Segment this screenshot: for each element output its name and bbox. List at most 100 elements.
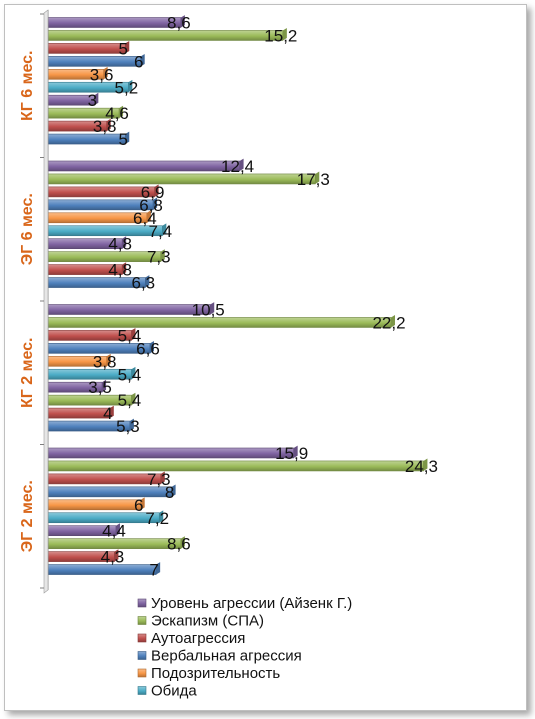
bar-cap — [106, 353, 111, 367]
data-label: 15,2 — [264, 26, 297, 45]
bar — [47, 460, 424, 472]
bar-cap — [140, 53, 145, 67]
legend-swatch — [137, 598, 147, 608]
bar — [47, 173, 316, 185]
legend-swatch — [137, 651, 147, 660]
bar-cap — [156, 562, 161, 575]
data-label: 5,2 — [115, 78, 139, 97]
data-label: 8,6 — [167, 535, 191, 554]
bar-cap — [103, 66, 108, 80]
group-labels-layer: КГ 6 мес. ЭГ 6 мес. КГ 2 мес. ЭГ 2 мес. — [19, 51, 36, 553]
bar — [47, 43, 126, 54]
legend-label: Уровень агрессии (Айзенк Г.) — [151, 595, 352, 612]
legend-swatch — [137, 616, 147, 625]
data-label: 8,6 — [167, 14, 191, 33]
bar-cap — [159, 510, 164, 523]
legend: Уровень агрессии (Айзенк Г.)Эскапизм (СП… — [137, 595, 352, 700]
data-label: 6,8 — [139, 196, 163, 215]
legend-label: Эскапизм (СПА) — [151, 613, 264, 630]
value-labels-layer: 8,615,2563,65,234,63,8512,417,36,96,86,4… — [88, 14, 438, 580]
bar — [47, 30, 284, 41]
data-label: 5,3 — [116, 417, 140, 436]
data-label: 7,2 — [145, 509, 169, 528]
data-label: 5,4 — [118, 365, 142, 384]
data-label: 5,4 — [118, 391, 142, 410]
bar-cap — [239, 158, 244, 171]
bar-cap — [180, 536, 185, 549]
data-label: 4 — [103, 404, 112, 423]
bar-cap — [149, 340, 154, 354]
legend-label: Аутоагрессия — [151, 630, 245, 647]
legend-label: Обида — [151, 683, 197, 700]
data-label: 22,2 — [372, 313, 405, 332]
axis-wall — [43, 9, 49, 594]
bar — [47, 160, 240, 172]
legend-label: Подозрительность — [151, 665, 280, 682]
data-label: 24,3 — [405, 457, 438, 476]
data-label: 6 — [134, 52, 143, 71]
legend-swatch — [137, 668, 147, 678]
bar-cap — [128, 79, 133, 93]
data-label: 4,8 — [108, 235, 132, 254]
data-label: 8 — [165, 483, 174, 502]
bar — [47, 304, 211, 315]
bar-cap — [423, 458, 428, 471]
data-label: 4,6 — [105, 104, 129, 123]
category-label: КГ 2 мес. — [19, 338, 36, 409]
bar-cap — [131, 328, 136, 341]
category-label: ЭГ 6 мес. — [19, 193, 36, 265]
legend-swatch — [137, 686, 147, 695]
bar — [47, 251, 162, 262]
data-label: 6,6 — [136, 339, 160, 358]
bar — [47, 473, 162, 485]
bar — [47, 447, 294, 459]
bar-cap — [131, 366, 136, 380]
bar-cap — [180, 15, 185, 28]
data-label: 3,8 — [93, 352, 117, 371]
bar-cap — [315, 171, 320, 184]
bar-cap — [153, 197, 158, 210]
data-label: 6,3 — [132, 274, 156, 293]
data-label: 4,8 — [108, 261, 132, 280]
bar — [47, 499, 141, 511]
bar-cap — [109, 405, 114, 419]
data-label: 7,3 — [147, 470, 171, 489]
data-label: 7 — [149, 561, 158, 580]
bar-cap — [114, 549, 119, 562]
bar — [47, 407, 111, 419]
bar-cap — [106, 118, 111, 132]
bar-cap — [125, 41, 130, 54]
bar-cap — [129, 418, 134, 432]
bar-cap — [122, 236, 127, 249]
data-label: 3,8 — [93, 117, 117, 136]
data-label: 3,5 — [88, 378, 112, 397]
data-label: 5 — [119, 130, 128, 149]
bar-cap — [115, 523, 120, 536]
bar-cap — [171, 484, 176, 497]
data-label: 7,3 — [147, 248, 171, 267]
data-label: 5,4 — [118, 326, 142, 345]
bar-cap — [390, 315, 395, 328]
bar-cap — [146, 210, 151, 223]
category-label: ЭГ 2 мес. — [19, 480, 36, 552]
data-label: 3 — [88, 91, 97, 110]
data-label: 7,4 — [149, 222, 173, 241]
bar-cap — [102, 379, 107, 393]
bar-cap — [145, 275, 150, 288]
data-label: 4,3 — [101, 548, 125, 567]
bar-cap — [131, 392, 136, 406]
data-label: 15,9 — [275, 444, 308, 463]
data-label: 12,4 — [221, 157, 254, 176]
bar-cap — [119, 105, 124, 119]
data-label: 10,5 — [192, 301, 225, 320]
bar-cap — [160, 471, 165, 484]
bar-cap — [282, 28, 287, 41]
data-label: 17,3 — [297, 170, 330, 189]
legend-swatch — [137, 633, 147, 643]
data-label: 4,4 — [102, 522, 126, 541]
legend-label: Вербальная агрессия — [151, 648, 302, 665]
data-label: 3,6 — [90, 65, 114, 84]
bars-layer — [47, 15, 428, 575]
bar-cap — [162, 223, 167, 236]
